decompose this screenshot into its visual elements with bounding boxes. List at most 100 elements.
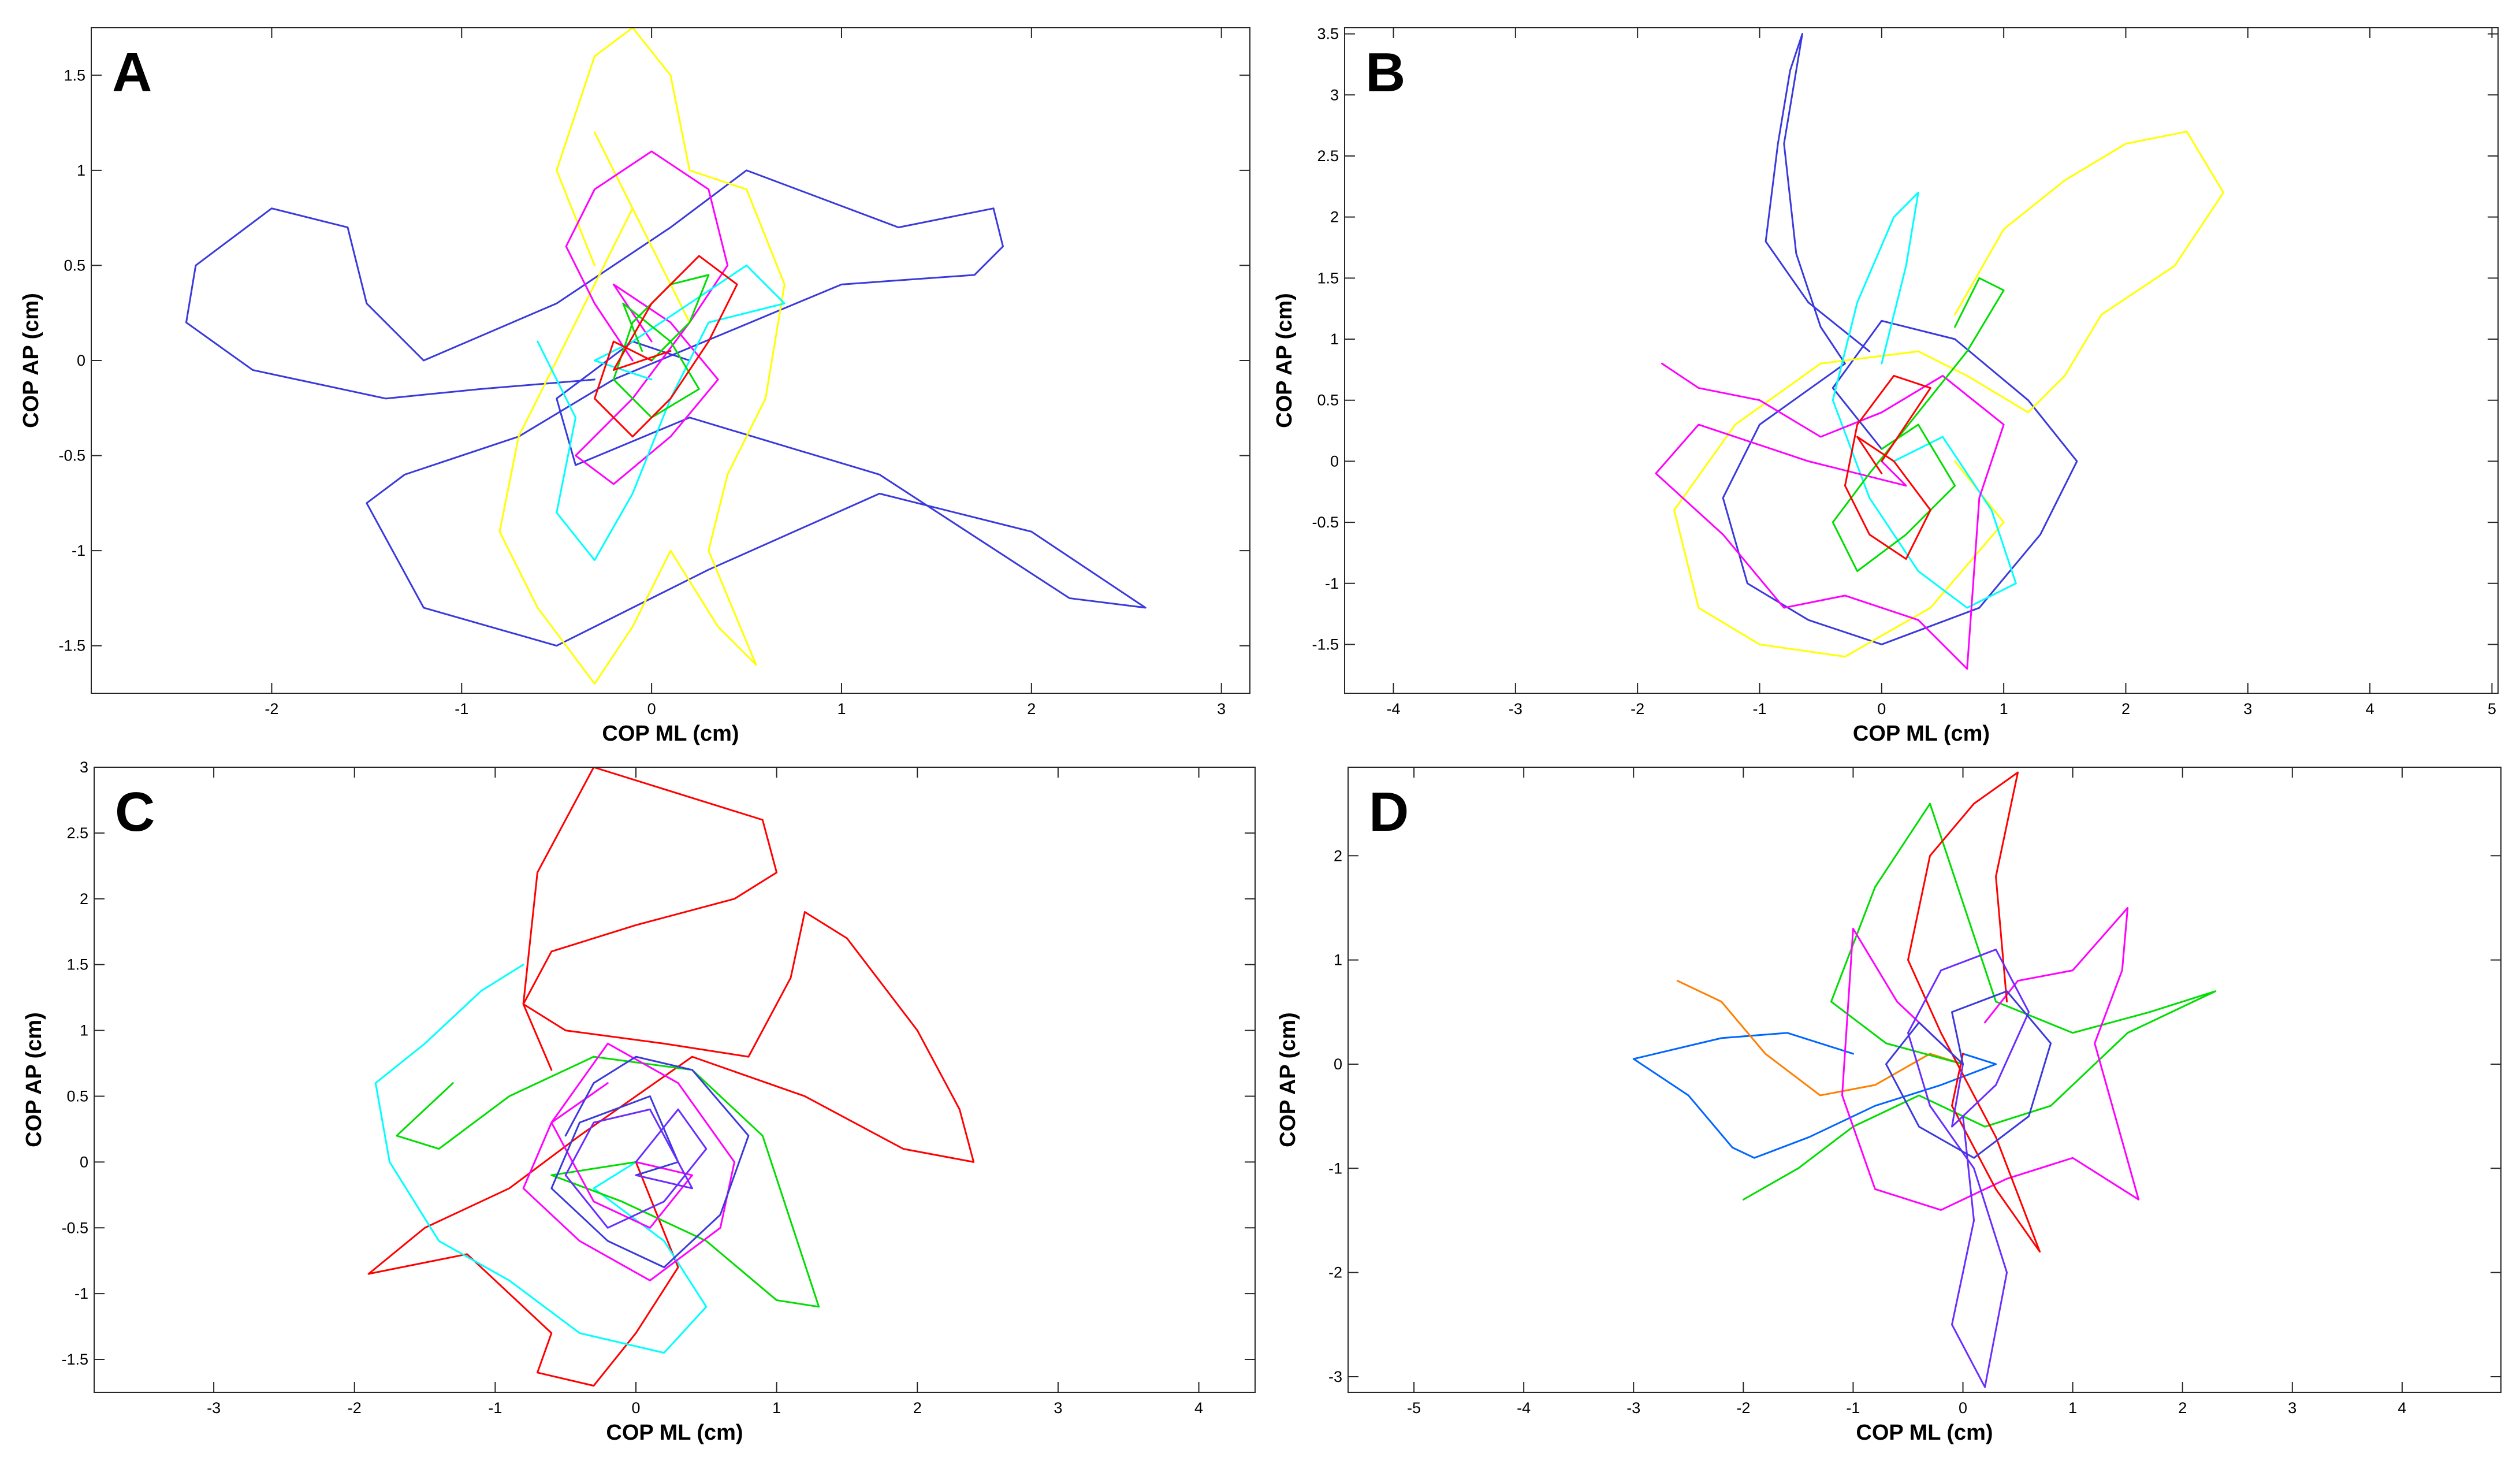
- x-tick-label: -1: [1846, 1399, 1860, 1417]
- series-line-trial-2: [1673, 131, 2225, 658]
- panel-letter: D: [1369, 781, 1409, 843]
- x-tick-label: -3: [1509, 700, 1523, 718]
- y-tick-label: -1.5: [1312, 635, 1339, 653]
- y-axis-title: COP AP (cm): [1276, 1012, 1300, 1147]
- x-tick-label: 1: [2000, 700, 2008, 718]
- y-tick-label: 3.5: [1317, 25, 1339, 43]
- y-tick-label: 1.5: [66, 956, 88, 973]
- series-line-trial-4: [537, 264, 786, 562]
- x-tick-label: 0: [647, 700, 656, 718]
- x-tick-label: 1: [2068, 1399, 2077, 1417]
- y-tick-label: 1: [77, 162, 85, 179]
- x-tick-label: -2: [1631, 700, 1644, 718]
- y-tick-label: 1.5: [64, 66, 85, 84]
- x-tick-label: 3: [2243, 700, 2252, 718]
- y-tick-label: 0: [77, 352, 85, 369]
- x-tick-label: 5: [2488, 700, 2496, 718]
- x-tick-label: 3: [1054, 1399, 1062, 1417]
- y-tick-label: 2.5: [1317, 147, 1339, 165]
- series-line-trial-1: [367, 767, 975, 1387]
- series-line-trial-7: [1885, 990, 2052, 1159]
- x-tick-label: 0: [631, 1399, 640, 1417]
- y-tick-label: -0.5: [1312, 514, 1339, 531]
- y-tick-label: 1: [80, 1022, 88, 1039]
- series-line-trial-6: [593, 255, 738, 438]
- series-line-trial-2: [1676, 980, 1964, 1097]
- x-tick-label: 4: [2366, 700, 2374, 718]
- y-tick-label: -2: [1328, 1264, 1342, 1281]
- y-tick-label: -0.5: [58, 447, 85, 464]
- x-axis-title: COP ML (cm): [1853, 722, 1990, 746]
- x-axis-title: COP ML (cm): [606, 1421, 743, 1445]
- y-axis-title: COP AP (cm): [19, 293, 43, 428]
- x-tick-label: -1: [1752, 700, 1766, 718]
- y-tick-label: 1: [1330, 330, 1339, 348]
- series-line-trial-4: [1841, 906, 2140, 1211]
- series-line-trial-5: [1907, 771, 2041, 1253]
- panel-letter: B: [1365, 42, 1405, 103]
- y-tick-label: 0.5: [64, 257, 85, 274]
- x-tick-label: 3: [1217, 700, 1226, 718]
- y-tick-label: 3: [80, 759, 88, 776]
- x-tick-label: 0: [1877, 700, 1886, 718]
- x-tick-label: -5: [1407, 1399, 1421, 1417]
- x-tick-label: -1: [488, 1399, 502, 1417]
- y-axis-title: COP AP (cm): [22, 1012, 46, 1147]
- x-axis-title: COP ML (cm): [1856, 1421, 1993, 1445]
- series-line-trial-1: [1632, 1032, 1997, 1159]
- y-axis-title: COP AP (cm): [1272, 293, 1297, 428]
- y-tick-label: -1: [75, 1285, 88, 1302]
- series-line-trial-6: [1844, 374, 1931, 560]
- y-tick-label: 1: [1334, 952, 1342, 969]
- series-line-trial-6: [564, 1108, 708, 1229]
- y-tick-label: 3: [1330, 86, 1339, 103]
- panel-c: -3 -2 -1 0 1 2 3 4 -1.5 -1 -0.5 0 0.5 1 1.5 2 2.5 3 COP ML…: [22, 759, 1256, 1445]
- y-tick-label: -1: [1325, 575, 1339, 592]
- y-tick-label: 1.5: [1317, 269, 1339, 287]
- y-tick-label: 2: [1330, 209, 1339, 226]
- panel-b: -4 -3 -2 -1 0 1 2 3 4 5 -1.5 -1 -0.5 0 0.5 1 1.5 2 2.5 3 3.5…: [1272, 25, 2499, 746]
- y-tick-label: 2: [80, 890, 88, 908]
- series-line-trial-5: [612, 274, 710, 419]
- y-tick-label: 0.5: [66, 1087, 88, 1105]
- plot-frame: [1344, 27, 2499, 694]
- y-tick-label: 2.5: [66, 824, 88, 842]
- x-tick-label: 1: [772, 1399, 781, 1417]
- panel-d: -5 -4 -3 -2 -1 0 1 2 3 4 -3 -2 -1 0 1 2 COP ML (cm) COP A…: [1276, 767, 2502, 1445]
- x-tick-label: -3: [207, 1399, 221, 1417]
- y-tick-label: 0: [1330, 452, 1339, 470]
- y-tick-label: -0.5: [61, 1219, 88, 1236]
- series-line-trial-5: [1832, 277, 2005, 573]
- y-tick-label: -1.5: [61, 1351, 88, 1368]
- x-tick-label: -2: [265, 700, 278, 718]
- y-tick-label: 0: [1334, 1056, 1342, 1073]
- x-tick-label: 4: [2398, 1399, 2406, 1417]
- series-line-trial-1: [185, 169, 1147, 647]
- series-line-trial-3: [1742, 802, 2217, 1201]
- y-tick-label: 0: [80, 1153, 88, 1170]
- x-tick-label: -1: [455, 700, 468, 718]
- series-line-trial-4: [522, 1042, 736, 1281]
- x-tick-label: 2: [2121, 700, 2130, 718]
- plot-frame: [91, 27, 1250, 694]
- y-tick-label: 0.5: [1317, 392, 1339, 409]
- y-tick-label: -1: [72, 542, 85, 559]
- x-tick-label: 3: [2288, 1399, 2296, 1417]
- x-axis-title: COP ML (cm): [602, 722, 739, 746]
- trajectory-group: [367, 767, 975, 1387]
- y-tick-label: 2: [1334, 847, 1342, 864]
- x-tick-label: 2: [913, 1399, 922, 1417]
- series-line-trial-2: [374, 964, 708, 1354]
- series-line-trial-3: [565, 150, 729, 485]
- plot-frame: [1348, 767, 2502, 1393]
- y-tick-label: -1.5: [58, 637, 85, 655]
- panel-letter: A: [112, 42, 152, 103]
- x-tick-label: -2: [1736, 1399, 1750, 1417]
- x-tick-label: 1: [837, 700, 846, 718]
- x-tick-label: 0: [1959, 1399, 1967, 1417]
- series-line-trial-2: [498, 28, 786, 685]
- panel-a: -2 -1 0 1 2 3 -1.5 -1 -0.5 0 0.5 1 1.5 COP ML (cm) COP…: [19, 27, 1250, 746]
- series-line-trial-3: [396, 1056, 820, 1308]
- series-line-trial-1: [1722, 33, 2078, 645]
